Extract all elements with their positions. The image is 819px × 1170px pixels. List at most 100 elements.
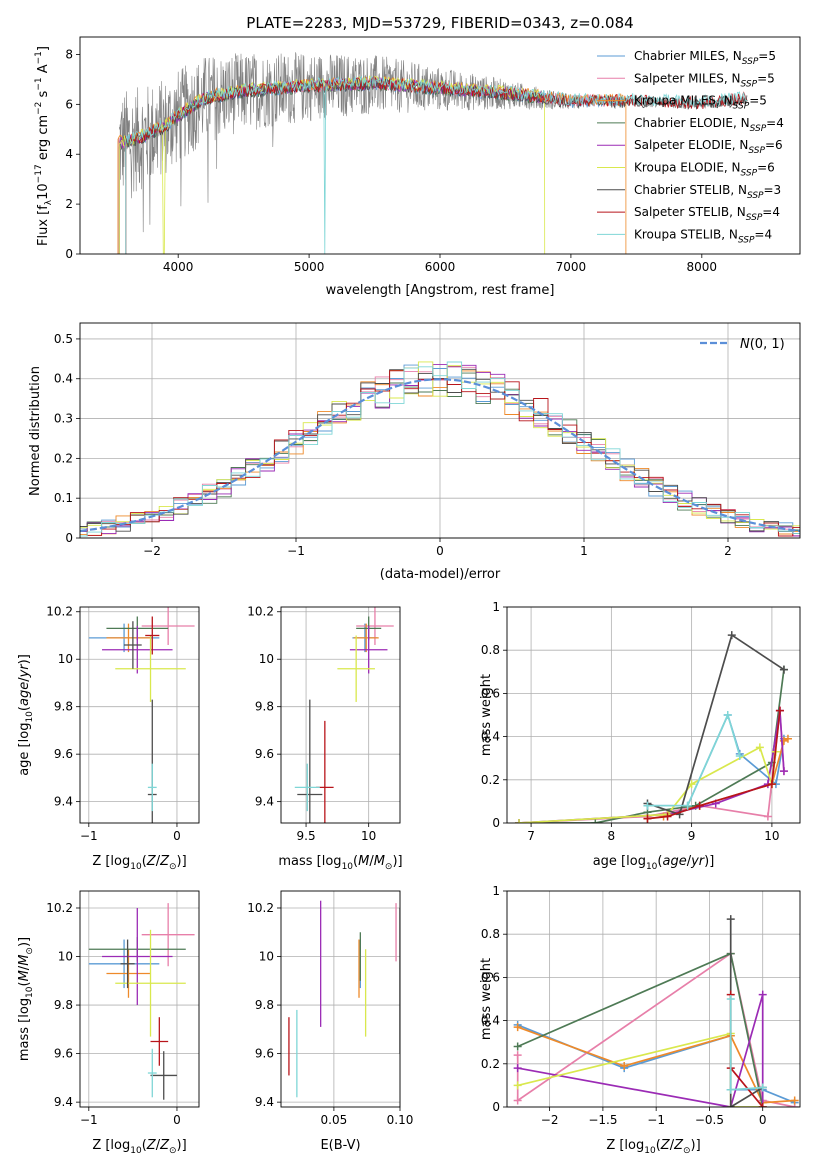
x-tick-label: 0 (173, 1113, 181, 1127)
label-part: / (670, 1138, 675, 1153)
weight-marker (643, 814, 652, 823)
legend-label: Salpeter MILES, NSSP=5 (634, 71, 775, 89)
y-tick-label: 9.4 (255, 795, 274, 809)
label-part: / (687, 854, 692, 869)
histogram-chabrier-miles (80, 364, 800, 532)
x-axis-label: Z [log10(Z/Z⊙)] (92, 854, 186, 872)
y-tick-label: 9.6 (54, 1047, 73, 1061)
weight-marker (783, 734, 792, 743)
weight-marker (513, 1096, 522, 1105)
legend-tail: =6 (757, 161, 775, 175)
label-part: age [log (17, 723, 32, 776)
axes-frame (280, 606, 401, 824)
weight-line-chabrier-stelib (647, 633, 785, 816)
label-part: Z [log (606, 1138, 644, 1153)
legend-text: Salpeter ELODIE, N (634, 138, 748, 152)
weight-marker (683, 801, 692, 810)
weight-marker (513, 1064, 522, 1073)
plot-area (513, 915, 799, 1107)
y-tick-label: 0.1 (54, 491, 73, 505)
label-part: yr (17, 663, 32, 679)
legend-sub: SSP (741, 79, 758, 89)
weight-vs-Z-panel: −2 −1.5 −1 −0.5 000.20.40.60.81Z [log10(Z/Z⊙… (479, 884, 801, 1156)
plot-area (515, 631, 792, 823)
label-part: )] (17, 654, 32, 664)
y-axis-label: Normed distribution (28, 366, 43, 496)
legend-tail: =6 (765, 138, 783, 152)
weight-line-chabrier-elodie (517, 952, 764, 1107)
label-part: 10 (130, 1146, 142, 1156)
spectrum-model-line (118, 75, 546, 254)
weight-marker (779, 767, 788, 776)
plot-area (117, 52, 748, 254)
label-part: 10 (644, 1146, 656, 1156)
label-part: ( (142, 1138, 147, 1153)
weight-marker (727, 631, 736, 640)
histogram-chabrier-elodie (80, 372, 800, 532)
legend-tail: =5 (758, 49, 776, 63)
label-part: mass [log (17, 998, 32, 1061)
legend-tail: =4 (766, 116, 784, 130)
label-part: erg cm (36, 115, 51, 164)
y-tick-label: 0.6 (481, 686, 500, 700)
axes-frame (280, 890, 401, 1108)
weight-line-chabrier-elodie (519, 669, 785, 823)
legend-text: Chabrier STELIB, N (634, 183, 747, 197)
y-tick-label: 0 (492, 1100, 500, 1114)
label-part: Flux [f (36, 205, 51, 246)
y-tick-label: 10 (259, 652, 274, 666)
label-part: / (156, 1138, 161, 1153)
y-tick-label: 9.4 (255, 1095, 274, 1109)
label-part: )] (691, 1138, 701, 1153)
y-axis-label: Flux [fλ10−17 erg cm−2 s−1 A−1] (34, 46, 54, 246)
label-part: / (17, 965, 32, 970)
y-tick-label: 0 (65, 531, 73, 545)
x-tick-label: −0.5 (695, 1113, 724, 1127)
y-tick-label: 10 (58, 652, 73, 666)
x-tick-label: 0.05 (321, 1113, 348, 1127)
label-part: yr (690, 854, 706, 869)
y-tick-label: 0.3 (54, 412, 73, 426)
y-tick-label: 10.2 (46, 901, 73, 915)
legend-text: Salpeter MILES, N (634, 71, 741, 85)
plot-area (294, 607, 394, 823)
y-tick-label: 0.6 (481, 970, 500, 984)
weight-line-kroupa-miles (647, 738, 789, 820)
label-part: )] (704, 854, 714, 869)
legend-sub: SSP (748, 146, 765, 156)
weight-marker (758, 990, 767, 999)
plot-area (288, 900, 400, 1098)
y-tick-label: 9.6 (255, 747, 274, 761)
label-part: ( (353, 854, 358, 869)
weight-line-salpeter-elodie (517, 994, 764, 1107)
weight-marker (758, 1103, 767, 1107)
label-part: M (17, 970, 32, 981)
x-axis-label: wavelength [Angstrom, rest frame] (326, 283, 555, 298)
y-tick-label: 0.8 (481, 927, 500, 941)
x-tick-label: 7 (527, 829, 535, 843)
x-tick-label: 8000 (687, 260, 718, 274)
y-tick-label: 8 (65, 47, 73, 61)
y-tick-label: 0.4 (54, 372, 73, 386)
x-tick-label: 1 (580, 544, 588, 558)
y-tick-label: 9.4 (54, 1095, 73, 1109)
label-part: Z (159, 1138, 170, 1153)
label-part: )] (177, 1138, 187, 1153)
residuals-panel: −2 −1 0 1 2 0 0.1 0.2 0.3 0.4 0.5 N(0, 1) (data-mode… (28, 322, 801, 582)
y-axis-label: age [log10(age/yr)] (17, 654, 35, 776)
label-part: ( (17, 706, 32, 711)
spectrum-model-line (125, 78, 748, 254)
weight-marker (758, 1083, 767, 1092)
label-part: Z (146, 854, 157, 869)
label-part: 10 (646, 862, 658, 872)
x-tick-label: −1 (80, 1113, 98, 1127)
weight-marker (663, 812, 672, 821)
weight-marker (726, 995, 735, 1003)
spectrum-model-line (118, 77, 545, 254)
legend-label: Kroupa ELODIE, NSSP=6 (634, 161, 775, 179)
weight-marker (643, 801, 652, 810)
x-tick-label: 8 (608, 829, 616, 843)
